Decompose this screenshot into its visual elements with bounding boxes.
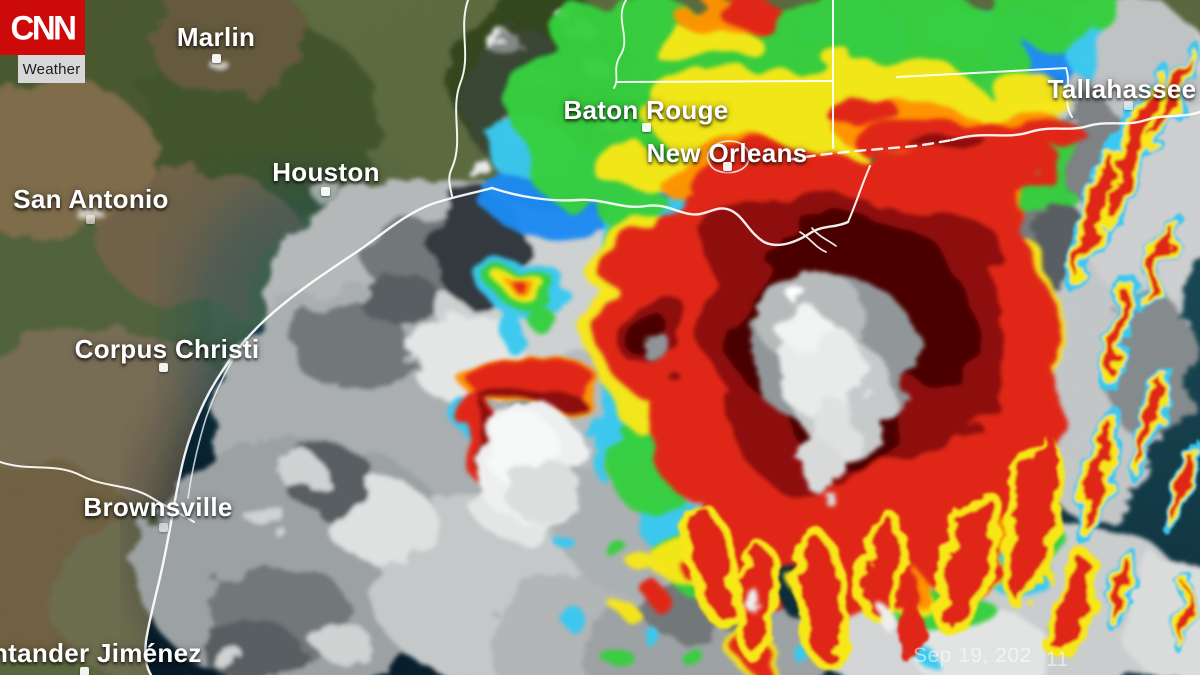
city-label-brownsville: Brownsville: [83, 492, 233, 522]
cnn-logo-box: CNN: [0, 0, 85, 55]
city-marker-baton-rouge: [642, 123, 651, 132]
city-label-tallahassee: Tallahassee: [1047, 74, 1197, 104]
city-label-corpus-christi: Corpus Christi: [74, 334, 260, 364]
city-marker-houston: [321, 187, 330, 196]
timestamp-time: 11: [1046, 648, 1069, 671]
weather-tagline-box: Weather: [18, 55, 85, 83]
city-marker-san-antonio: [86, 215, 95, 224]
cnn-weather-logo: CNN Weather: [0, 0, 85, 83]
city-label-new-orleans: New Orleans: [646, 138, 808, 168]
city-label-houston: Houston: [272, 157, 380, 187]
city-marker-santander-jimenez: [80, 667, 89, 675]
city-label-marlin: Marlin: [176, 22, 256, 52]
cnn-brand-text: CNN: [10, 7, 78, 47]
city-marker-corpus-christi: [159, 363, 168, 372]
city-label-san-antonio: San Antonio: [13, 184, 169, 214]
weather-tagline-text: Weather: [22, 60, 81, 78]
city-marker-tallahassee: [1124, 101, 1133, 110]
city-marker-brownsville: [159, 523, 168, 532]
city-marker-marlin: [212, 54, 221, 63]
city-label-santander-jimenez: ntander Jiménez: [0, 638, 202, 668]
city-marker-new-orleans: [723, 162, 732, 171]
city-label-baton-rouge: Baton Rouge: [563, 95, 729, 125]
timestamp-date: Sep 19, 202: [913, 644, 1032, 667]
